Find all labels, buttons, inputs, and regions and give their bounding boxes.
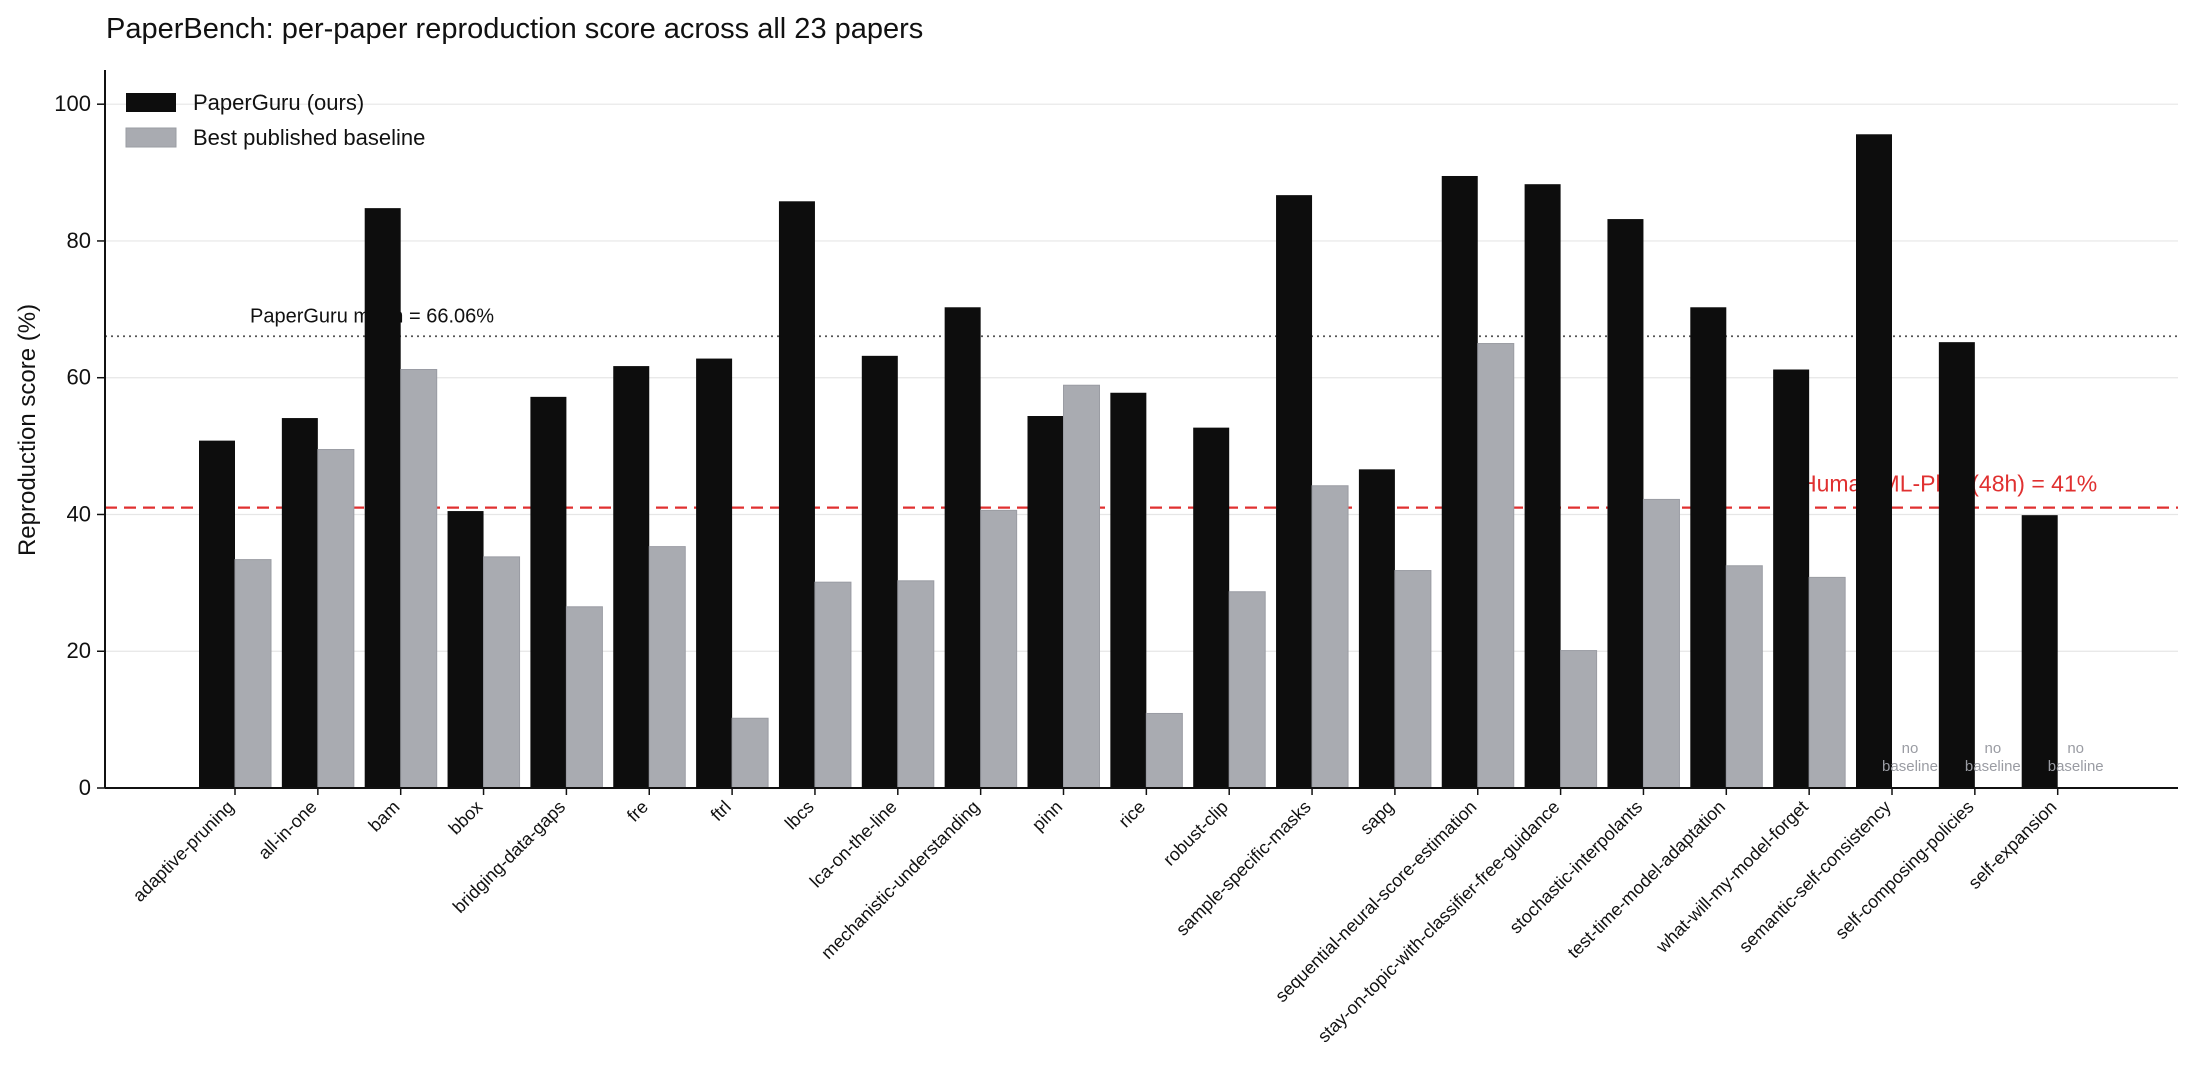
bar-baseline [1228,591,1266,789]
legend-label-paperguru: PaperGuru (ours) [193,90,364,115]
bar-paperguru [613,366,650,788]
y-tick-label: 0 [79,775,91,800]
x-tick-label: mechanistic-understanding [817,797,983,963]
bar-paperguru [696,358,733,788]
x-tick-label: self-expansion [1964,797,2060,893]
x-tick-label: lbcs [781,797,818,834]
x-tick-label: stochastic-interpolants [1505,797,1646,938]
y-tick-label: 100 [54,91,91,116]
legend-swatch-baseline [125,127,177,148]
bar-paperguru [1607,219,1644,788]
bar-paperguru [944,307,981,788]
x-tick-label: robust-clip [1159,797,1232,870]
x-tick-label: sample-specific-masks [1172,797,1315,940]
bar-paperguru [1524,184,1561,789]
bar-baseline [1477,343,1515,789]
x-tick-label: semantic-self-consistency [1735,797,1895,957]
bar-baseline [731,717,769,789]
x-tick-label: ftrl [707,797,735,825]
bar-baseline [897,580,935,789]
legend: PaperGuru (ours) Best published baseline [125,90,425,150]
bar-paperguru [778,201,815,788]
y-tick-label: 60 [67,365,91,390]
x-tick-label: rice [1115,797,1150,832]
bar-baseline [565,606,603,789]
y-tick-label: 80 [67,228,91,253]
bar-paperguru [1773,369,1810,788]
no-baseline-label: baseline [2048,758,2104,775]
chart-title: PaperBench: per-paper reproduction score… [106,13,923,45]
bar-baseline [648,546,686,789]
x-tick-label: test-time-model-adaptation [1564,797,1730,963]
bar-baseline [1642,498,1680,789]
bar-baseline [1808,576,1846,789]
no-baseline-label: baseline [1882,758,1938,775]
bar-paperguru [2021,515,2058,788]
x-tick-label: bam [365,797,404,836]
legend-label-baseline: Best published baseline [193,125,425,150]
x-tick-label: bbox [445,797,487,839]
bar-paperguru [1027,416,1064,788]
bar-baseline [400,369,438,789]
bar-paperguru [1276,195,1313,788]
bar-baseline [1560,650,1598,789]
bar-paperguru [1441,175,1478,788]
bar-paperguru [861,355,898,788]
bar-baseline [1063,384,1100,789]
bar-paperguru [1690,307,1727,788]
bar-baseline [234,559,272,789]
no-baseline-label: no [2067,740,2084,757]
y-tick-label: 20 [67,638,91,663]
bar-paperguru [530,396,567,788]
bar-paperguru [447,511,484,788]
y-axis-title: Reproduction score (%) [14,304,41,556]
x-tick-label: what-will-my-model-forget [1651,797,1812,958]
bar-paperguru [364,208,401,788]
legend-swatch-paperguru [126,93,176,112]
no-baseline-label: baseline [1965,758,2021,775]
bar-paperguru [1938,342,1975,788]
x-tick-label: sapg [1356,797,1398,839]
x-tick-label: all-in-one [254,797,321,864]
bar-paperguru [199,440,235,788]
x-tick-label: adaptive-pruning [129,797,238,906]
no-baseline-label: no [1902,740,1919,757]
x-tick-label: fre [623,797,652,826]
bar-baseline [317,449,355,789]
bar-paperguru [1110,392,1147,788]
x-tick-label: self-composing-policies [1831,797,1977,943]
bar-paperguru [1358,469,1395,788]
no-baseline-label: no [1985,740,2002,757]
bar-paperguru [1856,134,1892,789]
bar-baseline [1725,565,1763,789]
bar-baseline [1394,570,1432,789]
x-tick-label: pinn [1028,797,1066,835]
bar-baseline [1311,485,1349,789]
bar-paperguru [1193,427,1230,788]
bar-baseline [1145,712,1183,789]
bar-baseline [483,556,521,789]
x-tick-label: lca-on-the-line [806,797,901,892]
bar-paperguru [281,418,318,788]
y-tick-label: 40 [67,501,91,526]
bar-baseline [814,581,852,789]
bar-baseline [980,509,1018,789]
